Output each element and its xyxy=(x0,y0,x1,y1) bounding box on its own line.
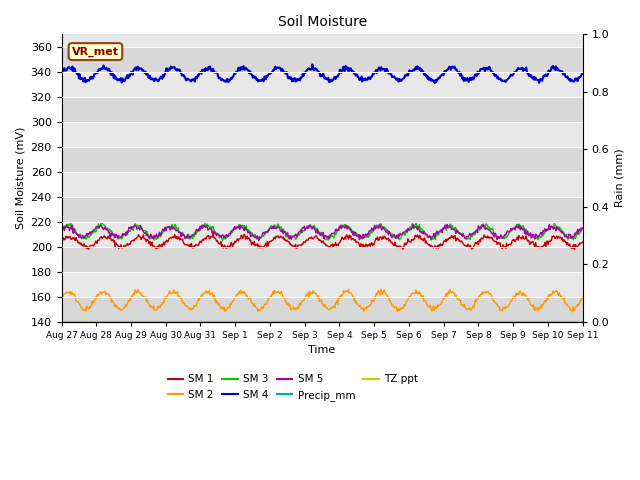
SM 3 xyxy=(386,230,394,236)
TZ ppt xyxy=(67,319,75,325)
SM 4 xyxy=(58,72,65,77)
TZ ppt xyxy=(58,319,65,325)
Precip_mm xyxy=(401,319,408,325)
Bar xyxy=(61,97,582,122)
Text: VR_met: VR_met xyxy=(72,47,119,57)
SM 2 xyxy=(569,309,577,315)
SM 3 xyxy=(67,221,75,227)
TZ ppt xyxy=(385,319,393,325)
SM 3 xyxy=(255,238,262,244)
SM 1 xyxy=(401,240,409,246)
SM 2 xyxy=(401,303,409,309)
Line: SM 2: SM 2 xyxy=(61,289,582,312)
SM 3 xyxy=(550,220,558,226)
Y-axis label: Soil Moisture (mV): Soil Moisture (mV) xyxy=(15,127,25,229)
Precip_mm xyxy=(173,319,181,325)
SM 5 xyxy=(255,238,262,243)
SM 4 xyxy=(386,71,394,76)
SM 2 xyxy=(58,295,65,300)
TZ ppt xyxy=(121,319,129,325)
SM 1 xyxy=(571,247,579,252)
SM 2 xyxy=(173,289,181,295)
Bar xyxy=(61,47,582,72)
SM 5 xyxy=(201,224,209,229)
SM 2 xyxy=(378,286,385,292)
Y-axis label: Rain (mm): Rain (mm) xyxy=(615,149,625,207)
SM 3 xyxy=(58,225,65,231)
Bar xyxy=(61,172,582,197)
Bar xyxy=(61,272,582,297)
Precip_mm xyxy=(579,319,586,325)
SM 2 xyxy=(386,298,394,303)
SM 3 xyxy=(201,220,209,226)
SM 5 xyxy=(58,228,65,234)
SM 5 xyxy=(402,228,410,234)
SM 4 xyxy=(67,65,75,71)
TZ ppt xyxy=(579,319,586,325)
Bar xyxy=(61,72,582,97)
Bar xyxy=(61,297,582,322)
SM 5 xyxy=(67,226,75,231)
Precip_mm xyxy=(385,319,393,325)
Precip_mm xyxy=(67,319,75,325)
SM 3 xyxy=(121,231,129,237)
Bar xyxy=(61,222,582,247)
Line: SM 5: SM 5 xyxy=(61,224,582,240)
Title: Soil Moisture: Soil Moisture xyxy=(278,15,367,29)
Bar xyxy=(61,247,582,272)
SM 3 xyxy=(401,232,409,238)
SM 5 xyxy=(173,227,181,233)
Legend: SM 1, SM 2, SM 3, SM 4, SM 5, Precip_mm, TZ ppt, , , , , : SM 1, SM 2, SM 3, SM 4, SM 5, Precip_mm,… xyxy=(163,370,481,405)
SM 1 xyxy=(209,230,217,236)
TZ ppt xyxy=(201,319,209,325)
Precip_mm xyxy=(201,319,209,325)
SM 5 xyxy=(376,221,383,227)
SM 4 xyxy=(579,71,586,76)
SM 4 xyxy=(121,78,129,84)
Bar xyxy=(61,197,582,222)
SM 4 xyxy=(173,66,181,72)
Line: SM 3: SM 3 xyxy=(61,223,582,241)
SM 2 xyxy=(579,294,586,300)
Precip_mm xyxy=(58,319,65,325)
X-axis label: Time: Time xyxy=(308,346,336,356)
SM 1 xyxy=(58,239,65,244)
SM 2 xyxy=(201,290,209,296)
TZ ppt xyxy=(401,319,408,325)
Bar xyxy=(61,147,582,172)
SM 5 xyxy=(579,226,586,231)
SM 1 xyxy=(386,237,394,242)
Line: SM 1: SM 1 xyxy=(61,233,582,250)
SM 1 xyxy=(173,236,181,242)
SM 4 xyxy=(201,68,209,74)
SM 4 xyxy=(308,61,316,67)
SM 1 xyxy=(121,243,129,249)
Bar xyxy=(61,35,582,47)
TZ ppt xyxy=(173,319,181,325)
SM 1 xyxy=(579,239,586,245)
SM 1 xyxy=(201,235,209,241)
SM 2 xyxy=(67,292,75,298)
SM 5 xyxy=(387,230,394,236)
SM 4 xyxy=(431,80,438,86)
SM 5 xyxy=(121,231,129,237)
SM 1 xyxy=(67,237,75,242)
SM 2 xyxy=(121,305,129,311)
Line: SM 4: SM 4 xyxy=(61,64,582,83)
SM 3 xyxy=(173,226,181,232)
Bar xyxy=(61,122,582,147)
SM 3 xyxy=(579,225,586,231)
SM 4 xyxy=(401,72,409,78)
Precip_mm xyxy=(121,319,129,325)
